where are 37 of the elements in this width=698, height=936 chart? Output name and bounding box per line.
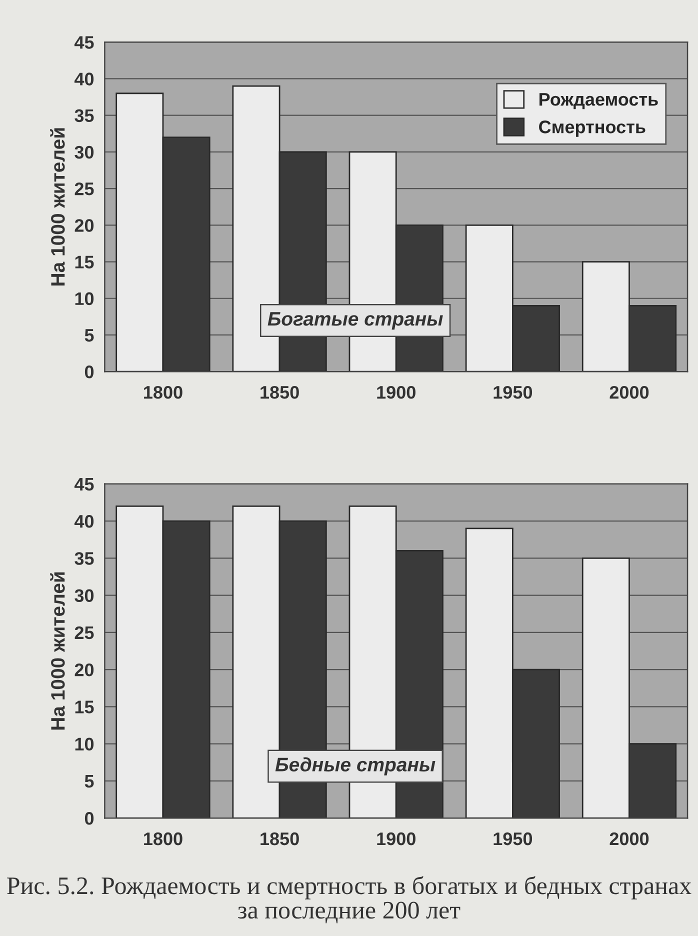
y-tick-label: 10: [75, 738, 94, 751]
y-tick-label: 15: [75, 700, 94, 714]
y-tick-label: 15: [75, 256, 94, 268]
annotation: Бедные страны: [275, 757, 436, 776]
x-tick-label: 1950: [494, 386, 532, 399]
y-tick-label: 0: [84, 812, 94, 825]
y-tick-label: 35: [74, 109, 94, 122]
x-tick-label: 1800: [144, 386, 182, 399]
x-tick-label: 1900: [377, 386, 416, 399]
y-tick-label: 5: [84, 775, 94, 788]
x-tick-label: 1850: [260, 832, 299, 846]
y-tick-label: 25: [74, 182, 94, 196]
y-tick-label: 0: [84, 366, 94, 378]
x-tick-label: 1850: [260, 386, 299, 399]
y-tick-label: 5: [84, 329, 94, 342]
y-tick-label: 30: [74, 146, 94, 159]
x-tick-label: 1800: [144, 832, 182, 846]
y-tick-label: 30: [74, 589, 94, 602]
y-tick-label: 25: [74, 626, 94, 640]
y-tick-label: 35: [74, 552, 94, 565]
y-axis-title: На 1000 жителей: [50, 128, 65, 286]
text: Рис. 5.2. Рождаемость и смертность в богатых и бедных странах за последние 200 лет: [7, 876, 692, 924]
y-tick-label: 45: [74, 478, 94, 491]
y-tick-label: 40: [74, 72, 94, 86]
y-tick-label: 40: [74, 514, 94, 528]
legend-label: Рождаемость: [540, 93, 658, 110]
legend-label: Смертность: [539, 120, 646, 137]
x-tick-label: 1950: [494, 832, 532, 846]
x-tick-label: 2000: [610, 386, 649, 399]
y-tick-label: 45: [74, 36, 94, 49]
y-tick-label: 20: [74, 663, 94, 676]
annotation: Богатые страны: [268, 312, 443, 330]
x-tick-label: 2000: [610, 832, 649, 846]
y-tick-label: 20: [74, 219, 94, 232]
x-tick-label: 1900: [377, 832, 416, 846]
y-tick-label: 10: [75, 292, 94, 306]
y-axis-title: На 1000 жителей: [50, 572, 65, 730]
